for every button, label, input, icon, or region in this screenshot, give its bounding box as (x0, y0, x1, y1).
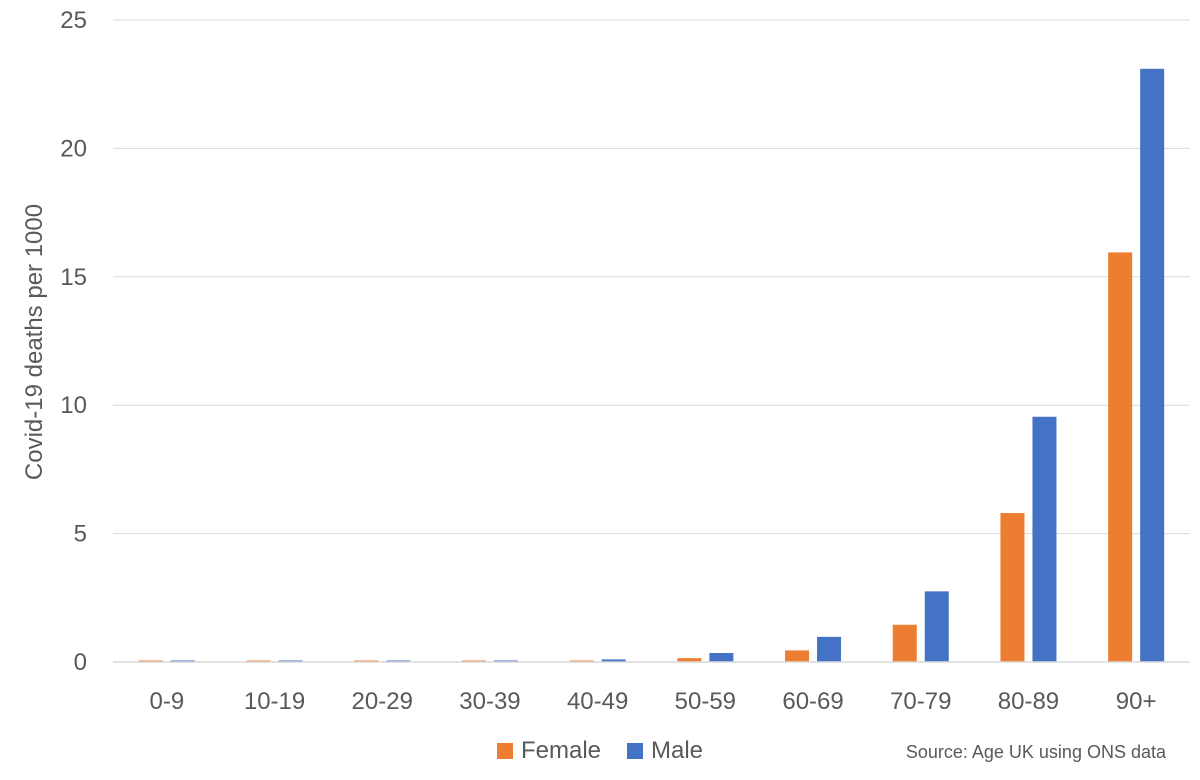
bar-male-60-69 (817, 636, 842, 662)
x-tick-label: 90+ (1116, 688, 1157, 715)
y-tick-label: 20 (60, 135, 87, 162)
legend-swatch-female (496, 743, 513, 759)
legend-swatch-male (627, 743, 643, 759)
x-tick-label: 30-39 (459, 688, 520, 715)
x-tick-label: 20-29 (352, 688, 413, 715)
bar-male-80-89 (1032, 416, 1057, 662)
source-note: Source: Age UK using ONS data (905, 742, 1166, 762)
bars (138, 68, 1165, 663)
x-tick-label: 10-19 (244, 688, 305, 715)
legend: Female Male (0, 733, 1200, 769)
bar-male-70-79 (924, 591, 949, 662)
legend-item-female: Female (496, 737, 601, 765)
legend-label-male: Male (651, 737, 704, 764)
bar-male-90+ (1140, 68, 1165, 663)
bar-male-40-49 (601, 659, 626, 662)
x-tick-label: 40-49 (567, 688, 628, 715)
legend-label-female: Female (520, 737, 601, 764)
y-tick-label: 25 (60, 7, 87, 34)
x-tick-label: 60-69 (782, 688, 843, 715)
bar-female-50-59 (677, 658, 702, 662)
gridlines (113, 19, 1190, 535)
bar-male-50-59 (709, 653, 734, 662)
y-axis-label: Covid-19 deaths per 1000 (21, 204, 48, 480)
x-tick-label: 80-89 (998, 688, 1059, 715)
y-tick-label: 15 (60, 264, 87, 291)
y-tick-label: 0 (74, 649, 87, 676)
bar-female-70-79 (892, 624, 917, 662)
y-axis-ticks: 0 5 10 15 20 25 (60, 7, 87, 676)
legend-item-male: Male (627, 737, 703, 765)
bar-female-60-69 (785, 650, 810, 662)
bar-female-80-89 (1000, 513, 1025, 662)
y-tick-label: 10 (60, 392, 87, 419)
x-tick-label: 50-59 (675, 688, 736, 715)
x-tick-label: 0-9 (150, 688, 185, 715)
y-tick-label: 5 (74, 521, 87, 548)
x-axis-ticks: 0-9 10-19 20-29 30-39 40-49 50-59 60-69 70-79 80… (150, 688, 1157, 715)
x-tick-label: 70-79 (890, 688, 951, 715)
bar-female-90+ (1108, 252, 1133, 663)
